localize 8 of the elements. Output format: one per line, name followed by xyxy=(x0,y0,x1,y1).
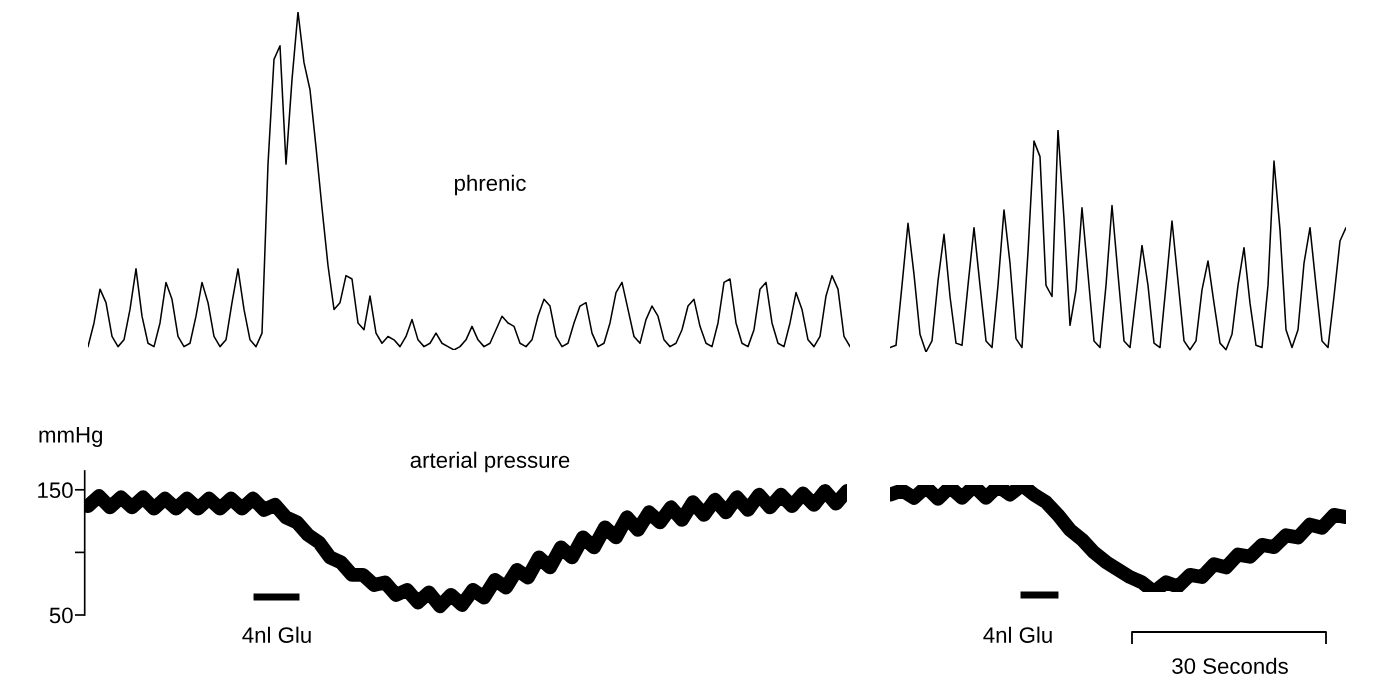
y-axis-title: mmHg xyxy=(39,427,102,447)
y-tick-label: 150 xyxy=(38,482,73,499)
text: 30 Seconds xyxy=(1172,657,1288,674)
text: 4nl Glu xyxy=(242,626,311,643)
annotation: arterial pressure xyxy=(410,451,570,473)
annotation: phrenic xyxy=(454,174,526,196)
text: 4nl Glu xyxy=(983,626,1052,643)
y-tick-label: 50 xyxy=(49,607,73,624)
